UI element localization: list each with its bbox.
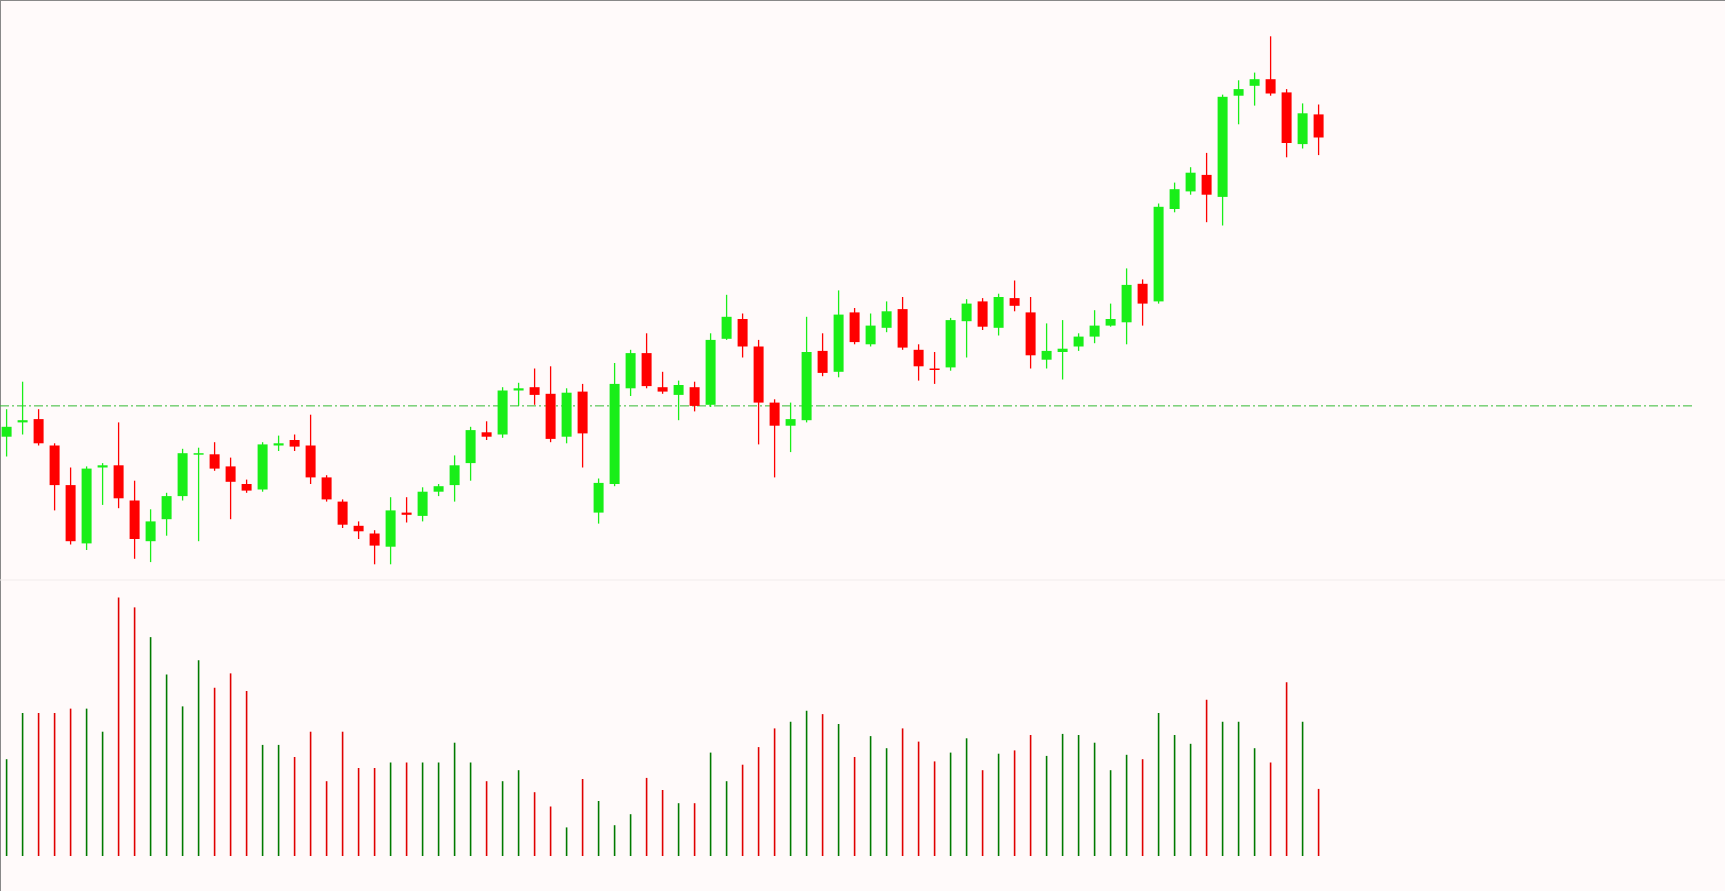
candle-body: [689, 387, 700, 406]
candle-body: [17, 420, 28, 423]
candle-body: [1169, 189, 1180, 209]
candle-body: [321, 477, 332, 500]
candle-body: [625, 353, 636, 389]
candle-body: [1313, 114, 1324, 138]
candle-body: [945, 320, 956, 368]
candle-body: [641, 353, 652, 387]
candle-body: [609, 383, 620, 484]
candle-body: [257, 444, 268, 490]
candle-body: [737, 319, 748, 347]
candle-body: [177, 453, 188, 497]
candle-body: [1089, 325, 1100, 337]
candle-body: [497, 390, 508, 435]
candle-body: [753, 346, 764, 403]
candle-body: [417, 491, 428, 516]
candle-body: [225, 466, 236, 482]
candle-body: [1153, 206, 1164, 302]
candle-body: [513, 388, 524, 391]
candle-body: [1265, 79, 1276, 94]
candle-body: [961, 303, 972, 322]
candle-body: [33, 419, 44, 444]
candle-body: [1217, 96, 1228, 197]
candle-body: [561, 392, 572, 437]
candle-body: [833, 314, 844, 372]
candle-body: [81, 468, 92, 544]
candle-body: [977, 301, 988, 327]
candle-body: [449, 465, 460, 486]
candle-body: [289, 440, 300, 447]
candle-body: [897, 309, 908, 348]
candle-body: [1057, 348, 1068, 352]
candle-body: [97, 465, 108, 468]
candle-body: [193, 453, 204, 455]
candle-body: [913, 349, 924, 367]
candle-body: [1121, 284, 1132, 323]
candle-body: [1233, 89, 1244, 96]
candle-body: [849, 312, 860, 343]
candle-body: [1137, 283, 1148, 304]
candle-body: [1105, 319, 1116, 326]
candle-body: [65, 485, 76, 542]
candle-body: [385, 510, 396, 547]
candle-body: [369, 533, 380, 546]
candle-body: [129, 500, 140, 539]
candle-body: [161, 496, 172, 520]
candle-body: [577, 391, 588, 434]
candle-body: [1249, 79, 1260, 86]
candle-body: [1, 426, 12, 437]
candle-body: [1297, 113, 1308, 145]
candle-body: [1025, 312, 1036, 356]
candle-body: [785, 419, 796, 426]
candle-body: [49, 445, 60, 486]
candle-body: [1281, 92, 1292, 143]
candle-body: [657, 387, 668, 392]
candle-body: [433, 486, 444, 492]
candle-body: [673, 385, 684, 395]
candle-body: [481, 432, 492, 437]
candle-body: [113, 465, 124, 499]
candle-body: [529, 387, 540, 395]
candle-body: [241, 484, 252, 491]
candle-body: [865, 325, 876, 345]
candle-body: [705, 339, 716, 405]
candle-body: [817, 350, 828, 373]
candle-body: [1201, 174, 1212, 195]
candle-body: [593, 482, 604, 513]
candle-body: [881, 311, 892, 328]
candle-body: [401, 512, 412, 515]
candle-body: [721, 316, 732, 339]
candle-body: [145, 521, 156, 542]
candle-body: [465, 430, 476, 464]
candle-body: [801, 352, 812, 421]
candle-body: [993, 297, 1004, 328]
candle-body: [929, 368, 940, 370]
candle-body: [1073, 336, 1084, 347]
candle-body: [1185, 172, 1196, 192]
candle-body: [353, 525, 364, 532]
candle-body: [1009, 298, 1020, 306]
candle-body: [545, 393, 556, 439]
candle-body: [273, 443, 284, 446]
candle-body: [769, 402, 780, 426]
candle-body: [209, 454, 220, 469]
candle-body: [1041, 350, 1052, 360]
candle-body: [305, 445, 316, 478]
candle-body: [337, 501, 348, 525]
